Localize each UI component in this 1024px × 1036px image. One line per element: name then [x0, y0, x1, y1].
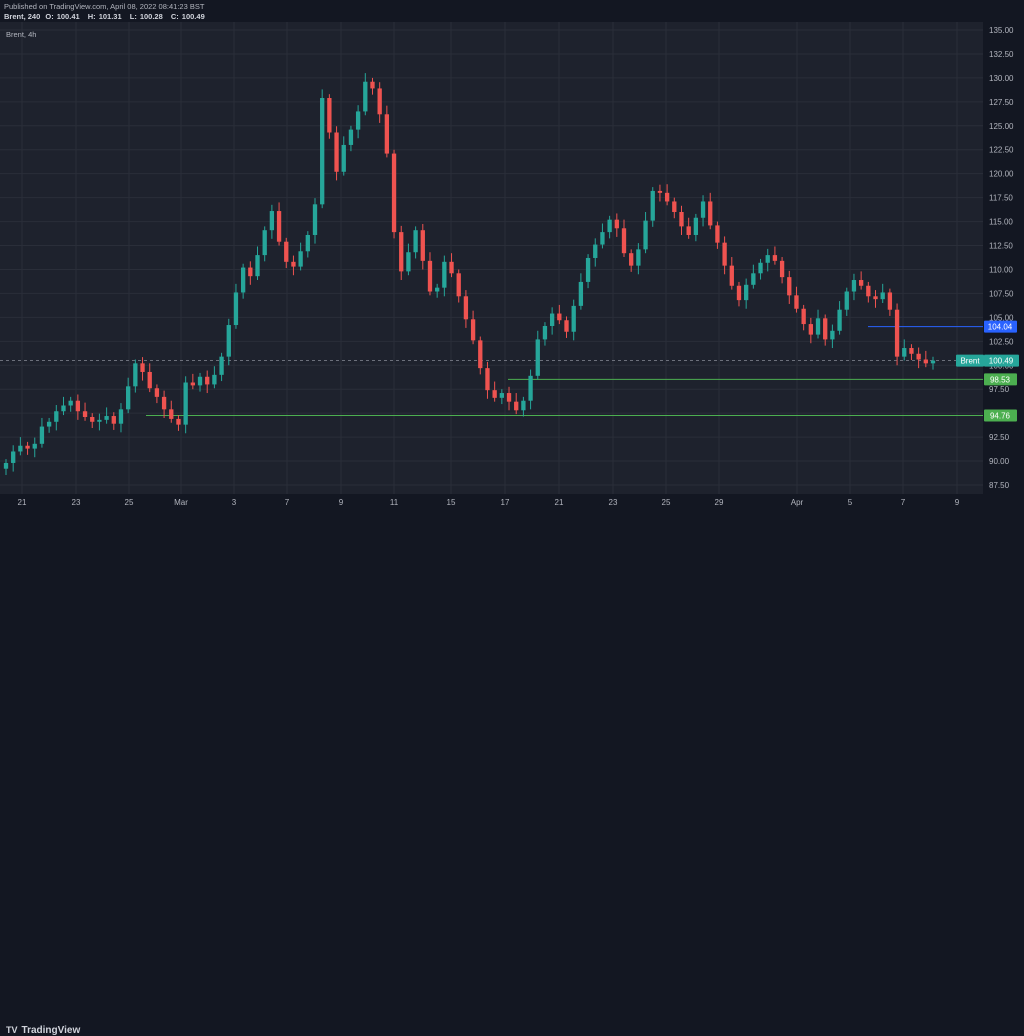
high-value: 101.31 [98, 12, 122, 21]
open-value: 100.41 [56, 12, 80, 21]
tradingview-logo[interactable]: TV TradingView [6, 1025, 80, 1036]
published-text: Published on TradingView.com, April 08, … [4, 2, 205, 11]
brand-name: TradingView [21, 1025, 81, 1036]
time-axis[interactable] [0, 494, 1024, 510]
ohlc-legend: Brent, 240 O: 100.41 H: 101.31 L: 100.28 C:… [4, 12, 211, 21]
high-label: H: 101.31 [87, 12, 122, 21]
header-bar: Published on TradingView.com, April 08, … [0, 0, 1024, 24]
chart-pane[interactable] [0, 22, 983, 494]
footer-bar: TV TradingView [0, 510, 1024, 1036]
low-value: 100.28 [139, 12, 163, 21]
low-label: L: 100.28 [129, 12, 163, 21]
chart-symbol-label: Brent, 4h [6, 30, 37, 39]
tradingview-icon: TV [6, 1025, 18, 1035]
price-axis[interactable] [983, 22, 1024, 494]
close-label: C: 100.49 [170, 12, 205, 21]
symbol-interval: Brent, 240 [4, 12, 41, 21]
close-value: 100.49 [181, 12, 205, 21]
open-label: O: 100.41 [45, 12, 80, 21]
